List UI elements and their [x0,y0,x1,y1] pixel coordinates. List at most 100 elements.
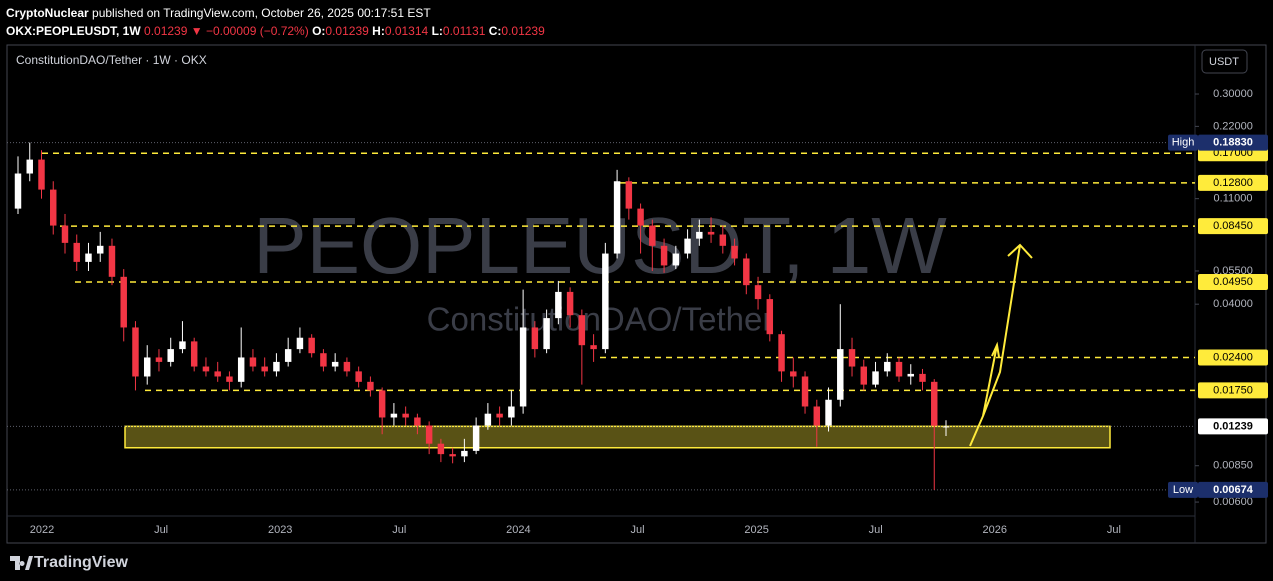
candle-body [367,381,374,391]
x-tick-label: Jul [154,524,168,536]
candle-body [26,159,33,174]
candle-body [707,231,715,235]
level-label: 0.02400 [1213,351,1253,363]
x-tick-label: Jul [1107,524,1121,536]
candle-body [355,371,362,382]
candle-body [284,349,292,362]
y-tick-label: 0.00600 [1213,496,1253,508]
y-tick-label: 0.00850 [1213,460,1253,472]
candle-body [38,159,45,190]
candle-body [848,349,856,367]
candle-body [50,189,57,226]
candle-body [660,245,668,266]
candle-body [872,371,879,385]
candle-body [625,181,633,209]
candle-body [202,366,210,372]
y-tick-label: 0.22000 [1213,120,1253,132]
last-marker-label: 0.01239 [1213,420,1253,432]
x-tick-label: 2026 [983,524,1007,536]
y-tick-label: 0.11000 [1214,193,1253,205]
candle-body [472,425,480,451]
candle-body [343,361,351,372]
candle-body [132,327,139,377]
candle-body [766,299,774,335]
candle-body [778,334,785,372]
high-marker-label: 0.18830 [1213,137,1253,149]
watermark-symbol: PEOPLEUSDT, 1W [253,201,947,290]
level-label-box [1198,218,1268,235]
candle-body [484,413,492,426]
currency-button[interactable] [1201,49,1248,74]
high-label: H: [372,24,385,38]
candle-body [519,327,527,407]
chart-frame [6,44,1267,544]
candle-body [402,413,409,418]
publish-info: published on TradingView.com, October 26… [92,6,431,20]
candle-body [179,341,186,350]
candle-body [543,318,550,350]
candle-body [143,357,151,377]
candle-body [237,357,245,382]
high-marker-tag: High [1172,137,1195,149]
level-label: 0.12800 [1213,177,1253,189]
candle-body [331,361,339,367]
brand-logo [10,556,33,570]
candle-body [249,357,257,367]
candle-body [919,373,926,382]
candle-body [837,349,844,400]
candle-body [743,258,750,286]
x-tick-label: Jul [392,524,406,536]
footer [0,548,1273,581]
low-label: L: [431,24,443,38]
candle-body [566,291,574,316]
candle-body [155,357,163,362]
quote-line: OKX:PEOPLEUSDT, 1W 0.01239 ▼ −0.00009 (−… [6,22,545,40]
candle-body [378,390,386,418]
low-marker-tag: Low [1173,484,1193,496]
x-tick-label: 2022 [30,524,54,536]
candle-body [790,371,797,377]
candle-body [731,245,738,259]
x-tick-label: 2023 [268,524,292,536]
author[interactable]: CryptoNuclear [6,6,89,20]
candle-body [414,417,421,426]
candle-body [85,253,92,262]
candle-body [226,376,233,382]
candle-body [96,245,104,254]
candle-body [931,381,938,426]
candle-body [308,337,315,354]
x-tick-label: 2024 [506,524,530,536]
candle-body [637,208,644,226]
y-tick-label: 0.05500 [1213,265,1253,277]
open-label: O: [312,24,326,38]
low-marker-box [1198,481,1268,498]
low-marker-label: 0.00674 [1213,484,1254,496]
candle-body [437,443,445,455]
candle-body [296,337,304,350]
candle-body [14,173,22,209]
candle-body [942,426,950,428]
candle-body [261,366,268,372]
candle-body [461,450,468,457]
candle-body [214,371,221,377]
candle-body [531,327,539,350]
level-label-box [1198,174,1268,191]
y-tick-label: 0.30000 [1213,88,1253,100]
last-marker-box [1198,418,1268,435]
x-tick-label: 2025 [744,524,768,536]
candle-body [801,376,809,407]
candle-body [590,345,597,350]
low-value: 0.01131 [442,24,486,38]
ticker: OKX:PEOPLEUSDT, 1W [6,24,141,38]
x-tick-label: Jul [869,524,883,536]
candle-body [73,242,80,262]
candle-body [895,361,903,377]
open-value: 0.01239 [325,24,369,38]
candle-body [649,225,656,246]
level-label: 0.04950 [1213,276,1253,288]
last-price: 0.01239 [144,24,188,38]
y-tick-label: 0.04000 [1213,298,1253,310]
candle-body [602,253,609,350]
